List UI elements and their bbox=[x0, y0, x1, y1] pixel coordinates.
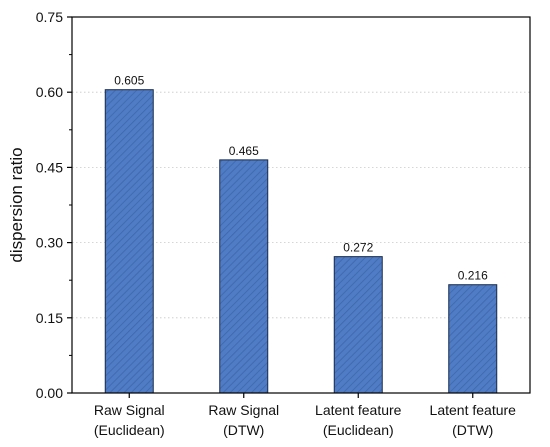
bar-value-label: 0.216 bbox=[458, 269, 488, 283]
bar-value-label: 0.272 bbox=[343, 241, 373, 255]
y-tick-label: 0.30 bbox=[36, 235, 63, 251]
y-axis-title: dispersion ratio bbox=[7, 147, 26, 262]
x-tick-label: Raw Signal bbox=[208, 402, 279, 418]
bar bbox=[104, 89, 154, 394]
x-tick-label: Raw Signal bbox=[94, 402, 165, 418]
x-tick-label: (DTW) bbox=[223, 422, 264, 438]
x-tick-label: (Euclidean) bbox=[94, 422, 165, 438]
bar bbox=[448, 284, 498, 394]
bar bbox=[333, 256, 383, 394]
bar-value-label: 0.605 bbox=[114, 74, 144, 88]
y-tick-label: 0.15 bbox=[36, 310, 63, 326]
x-tick-label: (Euclidean) bbox=[323, 422, 394, 438]
y-tick-label: 0.60 bbox=[36, 84, 63, 100]
y-tick-label: 0.75 bbox=[36, 9, 63, 25]
data-labels: 0.605 0.465 0.272 0.216 bbox=[114, 74, 488, 283]
x-axis: Raw Signal (Euclidean) Raw Signal (DTW) Late… bbox=[94, 393, 516, 438]
bar-value-label: 0.465 bbox=[229, 144, 259, 158]
x-tick-label: Latent feature bbox=[430, 402, 517, 418]
y-tick-label: 0.00 bbox=[36, 385, 63, 401]
y-tick-label: 0.45 bbox=[36, 159, 63, 175]
x-tick-label: Latent feature bbox=[315, 402, 402, 418]
bar bbox=[219, 159, 269, 394]
x-tick-label: (DTW) bbox=[452, 422, 493, 438]
y-axis: 0.00 0.15 0.30 0.45 0.60 0.75 bbox=[36, 9, 72, 401]
bars bbox=[104, 89, 498, 394]
